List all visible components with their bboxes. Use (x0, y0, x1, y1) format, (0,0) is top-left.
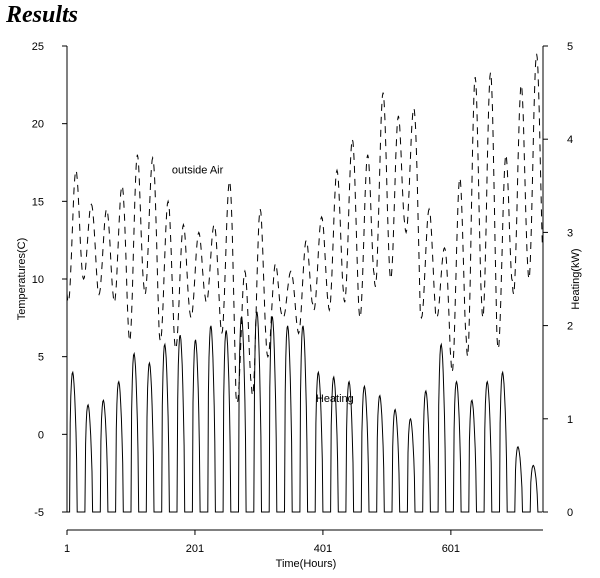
y2-tick-label: 2 (567, 321, 573, 333)
page-title: Results (6, 2, 79, 28)
y-tick-label: 25 (32, 41, 44, 53)
heating-annotation: Heating (316, 393, 354, 405)
y-tick-label: 5 (38, 352, 44, 364)
outside-air-line (66, 53, 543, 406)
tick-group: -5 0 5 10 15 20 25 0 1 2 3 4 5 1 201 401 601 (32, 41, 573, 555)
y-tick-label: 20 (32, 119, 44, 131)
y-tick-label: 0 (38, 429, 44, 441)
y-tick-label: 10 (32, 274, 44, 286)
outside-air-annotation: outside Air (172, 164, 224, 176)
y2-axis-label: Heating(kW) (570, 248, 582, 309)
y-axis-label: Temperatures(C) (16, 238, 28, 321)
y-tick-label: 15 (32, 196, 44, 208)
heating-series-group (67, 311, 543, 513)
y2-tick-label: 5 (567, 41, 573, 53)
heating-line (67, 311, 543, 513)
y2-tick-label: 0 (567, 507, 573, 519)
x-tick-label: 401 (314, 543, 332, 555)
x-tick-label: 201 (186, 543, 204, 555)
outside-air-series-group (66, 53, 543, 406)
y2-tick-label: 4 (567, 134, 573, 146)
x-axis-label: Time(Hours) (276, 558, 337, 570)
x-tick-label: 601 (442, 543, 460, 555)
y2-tick-label: 3 (567, 227, 573, 239)
y-tick-label: -5 (34, 507, 44, 519)
y2-tick-label: 1 (567, 414, 573, 426)
x-tick-label: 1 (64, 543, 70, 555)
